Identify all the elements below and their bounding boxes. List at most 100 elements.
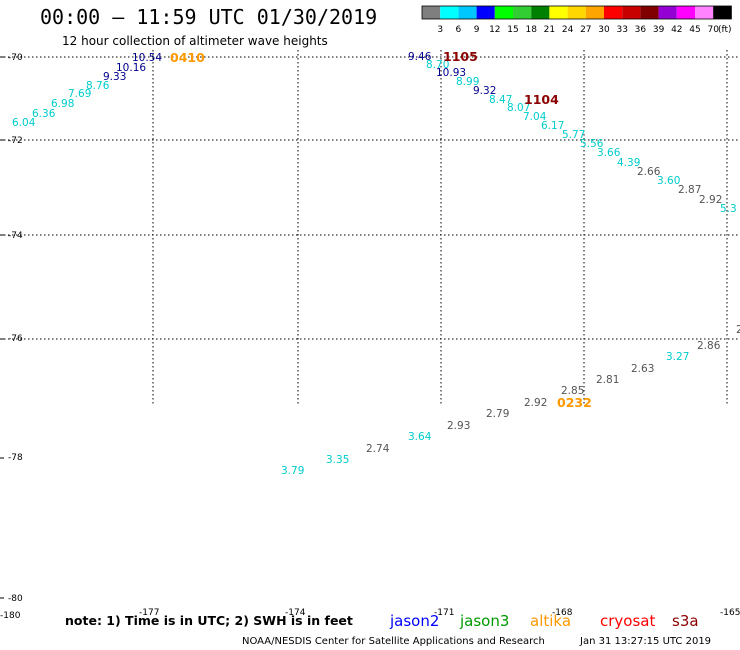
legend-swatch [422,6,441,19]
legend-label: 9 [474,25,480,35]
wave-height-value: 8.70 [426,59,449,71]
legend-swatch [658,6,677,19]
wave-height-value: 3.66 [597,147,621,159]
wave-height-value: 2.79 [486,408,509,420]
legend-label: 24 [562,25,574,35]
wave-height-value: 3.35 [326,454,349,466]
wave-height-value: 10.93 [436,67,466,79]
wave-height-value: 6.36 [32,108,56,120]
lat-label: -76 [8,334,23,344]
wave-height-value: 7.04 [523,111,547,123]
page-title: 00:00 — 11:59 UTC 01/30/2019 [40,5,377,29]
legend-swatch [567,6,586,19]
wave-height-value: 3.79 [281,465,304,477]
legend-swatch [640,6,659,19]
wave-height-value: 6.98 [51,98,74,110]
legend-swatch [476,6,495,19]
legend-swatch [622,6,641,19]
legend-label: 27 [580,25,591,35]
wave-height-value: 3.27 [666,351,689,363]
wave-height-value: 2.63 [631,363,654,375]
legend-label: 12 [489,25,500,35]
latitude-labels: -70 -72 -74 -76 -78 -80 [8,53,23,604]
legend-swatch [440,6,459,19]
wave-height-value: 9.32 [473,85,496,97]
timestamp-text: Jan 31 13:27:15 UTC 2019 [579,636,711,647]
legend-swatch [549,6,568,19]
wave-height-value: 6.17 [541,120,564,132]
legend-swatch [676,6,695,19]
legend-label: 36 [635,25,647,35]
wave-height-value: 4.39 [617,157,640,169]
legend-swatch [494,6,513,19]
wave-height-value: 8.47 [489,94,512,106]
pass-time-label: 1105 [443,49,478,64]
wave-height-value: 5.56 [580,138,604,150]
lat-label: -72 [8,136,23,146]
legend-label: 21 [544,25,555,35]
legend-swatch [513,6,532,19]
wave-height-value: 6.04 [12,117,36,129]
legend-label: 45 [689,25,700,35]
lon-label: -165 [720,608,740,618]
wave-height-value: 10.54 [132,52,162,64]
legend-swatch [695,6,714,19]
legend-swatch [458,6,477,19]
legend-frame [421,5,732,20]
legend-swatch [604,6,623,19]
wave-height-value: 2.86 [697,340,721,352]
legend-swatch [585,6,604,19]
wave-height-value: 2.66 [637,166,661,178]
wave-height-value: 5.77 [562,129,585,141]
wave-height-value: 8.99 [456,76,479,88]
pass-time-label: 0232 [557,395,592,410]
wave-height-value: 2 [736,324,740,336]
lon-label: -174 [285,608,306,618]
satellite-jason2: jason2 [389,612,439,630]
lon-label: -177 [139,608,159,618]
legend-swatch [531,6,550,19]
pass-time-label: 0410 [170,50,205,65]
footer-note: note: 1) Time is in UTC; 2) SWH is in fe… [65,613,353,628]
wave-height-value: 8.76 [86,80,110,92]
wave-height-value: 10.16 [116,62,146,74]
satellite-cryosat: cryosat [600,612,655,630]
legend-label: 3 [437,25,443,35]
wave-height-value: 8.07 [507,102,530,114]
lon-label: -180 [0,611,21,621]
wave-height-value: 2.74 [366,443,390,455]
wave-height-value: 5.3 [720,203,737,215]
color-legend: (ft) 3 6 9 12 15 18 21 24 27 30 33 36 39 42 45 70 [421,5,732,35]
wave-height-value: 2.87 [678,184,701,196]
wave-height-value: 9.33 [103,71,126,83]
credit-text: NOAA/NESDIS Center for Satellite Applica… [242,636,545,647]
wave-height-value: 3.64 [408,431,432,443]
legend-label: 42 [671,25,682,35]
legend-label: 30 [598,25,610,35]
page-subtitle: 12 hour collection of altimeter wave hei… [62,34,328,48]
longitude-labels: -180 -177 -174 -171 -168 -165 [0,608,740,621]
legend-label: 39 [653,25,665,35]
lat-label: -70 [8,53,23,63]
legend-swatch [713,6,732,19]
wave-height-value: 2.92 [524,397,547,409]
time-labels: 0410 1105 1104 0232 [170,49,592,410]
wave-height-value: 2.92 [699,194,722,206]
wave-height-value: 2.93 [447,420,470,432]
pass-time-label: 1104 [524,92,559,107]
legend-label: 15 [507,25,518,35]
map-grid [0,50,740,599]
satellite-altika: altika [530,612,571,630]
lon-label: -168 [552,608,573,618]
lat-label: -78 [8,453,23,463]
wave-height-value: 7.69 [68,88,91,100]
wave-height-value: 3.60 [657,175,680,187]
satellite-legend: jason2 jason3 altika cryosat s3a [389,612,699,630]
legend-label: 33 [616,25,627,35]
legend-label: 18 [525,25,537,35]
legend-label: 6 [456,25,462,35]
lon-label: -171 [434,608,454,618]
satellite-s3a: s3a [672,612,699,630]
